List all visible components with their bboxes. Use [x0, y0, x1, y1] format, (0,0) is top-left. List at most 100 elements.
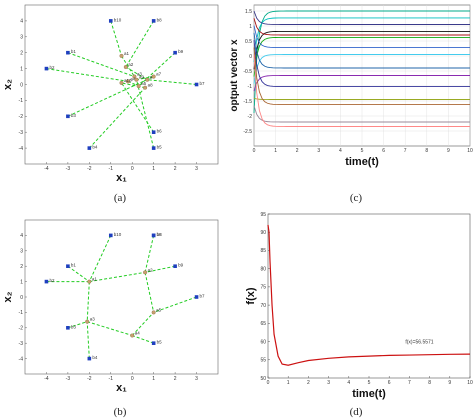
y-tick-label: -1 — [19, 98, 24, 104]
x-tick-label: -1 — [109, 376, 114, 382]
y-tick-label: 1.5 — [245, 9, 252, 15]
agent-node — [151, 310, 156, 315]
network-edge — [125, 66, 148, 81]
target-node — [151, 130, 156, 134]
target-node-label: b9 — [178, 49, 184, 54]
target-node — [44, 66, 49, 71]
y-axis-label: x₂ — [2, 291, 14, 302]
target-node — [194, 295, 199, 299]
y-tick-label: 3 — [20, 249, 23, 255]
target-node — [151, 341, 156, 345]
agent-node — [85, 319, 90, 324]
x-tick-label: -3 — [66, 166, 71, 172]
y-tick-label: 70 — [260, 303, 266, 309]
target-node — [108, 19, 113, 23]
x-tick-label: 0 — [131, 376, 134, 382]
x-tick-label: 2 — [307, 380, 310, 386]
agent-node — [134, 77, 139, 82]
output-series-line — [253, 47, 470, 106]
network-edge — [136, 79, 155, 149]
y-tick-label: -4 — [19, 146, 24, 152]
target-node-label: b6 — [157, 129, 163, 134]
network-edge — [67, 76, 154, 117]
agent-node-label: a8 — [148, 83, 154, 88]
agent-node — [119, 53, 124, 58]
y-tick-label: 50 — [260, 376, 266, 382]
x-tick-label: 6 — [388, 380, 391, 386]
network-edge — [138, 52, 176, 87]
y-tick-label: -1 — [19, 310, 24, 316]
output-series-line — [253, 97, 470, 100]
agent-node — [132, 74, 137, 79]
x-tick-label: -2 — [87, 376, 92, 382]
x-tick-label: 5 — [368, 380, 371, 386]
x-tick-label: -1 — [109, 166, 114, 172]
y-tick-label: 75 — [260, 285, 266, 291]
x-tick-label: 2 — [174, 376, 177, 382]
caption-a: (a) — [114, 192, 127, 204]
y-tick-label: -1 — [248, 84, 253, 90]
y-tick-label: -2 — [248, 114, 253, 120]
output-series-line — [253, 30, 470, 70]
agent-node-label: a1 — [124, 51, 130, 56]
y-tick-label: 1 — [20, 279, 23, 285]
output-series-line — [253, 17, 470, 63]
agent-node-label: a5 — [156, 307, 162, 312]
target-node-label: b8 — [157, 17, 163, 22]
panel-c-output-vector-chart: 0 1 2 3 4 5 6 7 8 9 10 -2.5 -2 -1.5 -1 -0.5 0 0.5 1 1.5 time… — [229, 4, 473, 168]
x-tick-label: 1 — [274, 148, 277, 154]
x-tick-label: 10 — [467, 380, 473, 386]
x-tick-label: 3 — [317, 148, 320, 154]
network-edge — [67, 265, 90, 283]
agent-node-label: a1 — [92, 277, 98, 282]
plot-frame — [24, 219, 219, 375]
y-tick-label: 2 — [20, 264, 23, 270]
x-tick-label: 0 — [131, 166, 134, 172]
y-axis-label: f(x) — [245, 287, 257, 304]
x-tick-label: 7 — [408, 380, 411, 386]
caption-c: (c) — [350, 192, 363, 204]
agent-node-label: a4 — [130, 76, 136, 81]
network-edge — [125, 20, 155, 68]
target-node — [66, 326, 70, 330]
target-node-label: b4 — [92, 355, 98, 360]
x-tick-label: 2 — [174, 166, 177, 172]
y-tick-label: -2.5 — [243, 129, 252, 135]
network-edge — [121, 55, 135, 77]
y-tick-label: 85 — [260, 248, 266, 254]
agent-node-label: a2 — [148, 267, 154, 272]
x-axis-label: x₁ — [116, 382, 127, 394]
y-tick-label: -2 — [19, 326, 24, 332]
network-edge — [153, 296, 197, 313]
network-edge — [132, 335, 154, 344]
network-edge — [144, 272, 155, 313]
panel-d-fx-chart: 0 1 2 3 4 5 6 7 8 9 10 50 55 60 65 70 75 80 85 90 95 f(x)=56.… — [245, 212, 473, 400]
x-tick-label: 6 — [382, 148, 385, 154]
target-node-label: b10 — [114, 17, 122, 22]
target-node-label: b8 — [157, 232, 163, 237]
target-node — [173, 264, 177, 268]
x-tick-label: 1 — [152, 166, 155, 172]
agent-node — [130, 333, 135, 338]
y-tick-label: 1 — [249, 24, 252, 30]
x-tick-label: -3 — [66, 376, 71, 382]
y-tick-label: 0 — [249, 54, 252, 60]
x-tick-label: 4 — [339, 148, 342, 154]
x-tick-label: 5 — [361, 148, 364, 154]
target-node — [151, 233, 156, 238]
agent-node-label: a5 — [141, 81, 147, 86]
target-node-label: b9 — [178, 263, 184, 268]
agent-node-label: a3 — [137, 72, 143, 77]
target-node-label: b3 — [71, 113, 77, 118]
target-node — [151, 146, 156, 150]
agent-node — [136, 84, 141, 89]
x-tick-label: 9 — [448, 380, 451, 386]
output-series-line — [253, 10, 470, 25]
y-tick-label: 95 — [260, 212, 266, 218]
target-node-label: b1 — [71, 49, 77, 54]
panel-b-network-final: -4 -3 -2 -1 0 1 2 3 -4 -3 -2 -1 0 1 2 3 4 a1 a2 a3 a4 a5 b1 b2 b… — [2, 219, 219, 394]
y-tick-label: 0 — [20, 82, 23, 88]
target-node — [44, 279, 49, 284]
target-node-label: b2 — [49, 278, 55, 283]
